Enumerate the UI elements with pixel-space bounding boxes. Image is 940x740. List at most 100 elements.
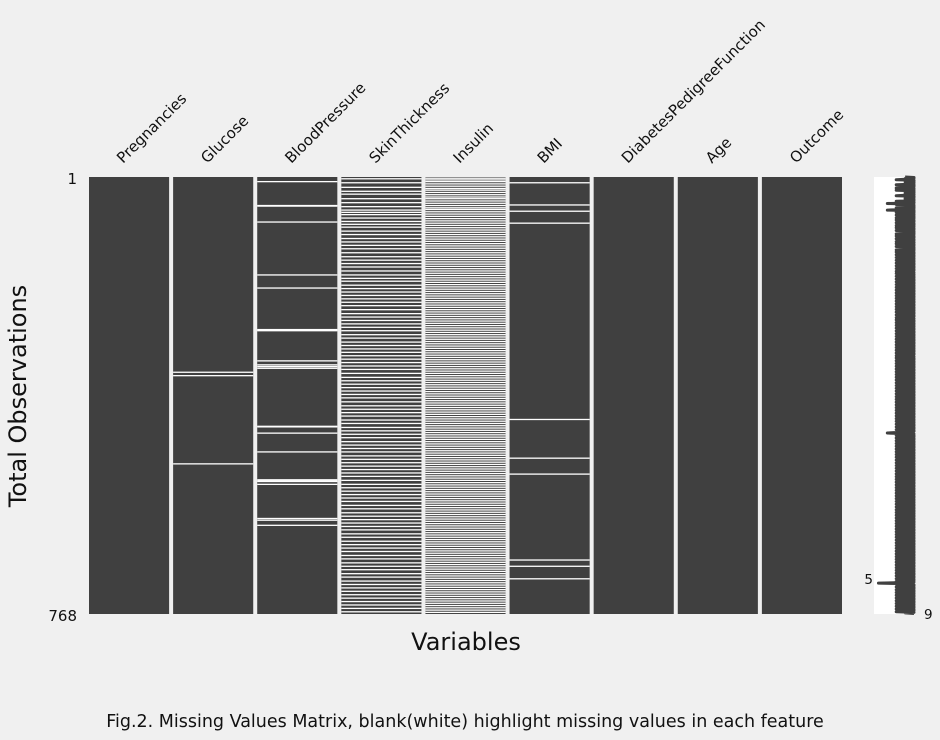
missing-cell-bloodpressure <box>257 432 338 434</box>
completeness-sparkline <box>874 175 916 615</box>
missing-cell-insulin <box>425 511 506 513</box>
missing-cell-skinthickness <box>341 241 422 243</box>
missing-cell-skinthickness <box>341 430 422 432</box>
missing-cell-insulin <box>425 518 506 520</box>
missing-cell-insulin <box>425 445 506 447</box>
missing-cell-skinthickness <box>341 583 422 586</box>
missing-cell-bloodpressure <box>257 479 338 481</box>
missing-cell-insulin <box>425 247 506 249</box>
missing-cell-skinthickness <box>341 305 422 307</box>
missing-cell-skinthickness <box>341 368 422 371</box>
missing-cell-skinthickness <box>341 472 422 474</box>
missing-cell-insulin <box>425 194 506 196</box>
missing-cell-insulin <box>425 258 506 261</box>
missing-cell-insulin <box>425 191 506 194</box>
missing-cell-insulin <box>425 409 506 411</box>
missing-cell-insulin <box>425 227 506 229</box>
missing-cell-insulin <box>425 595 506 598</box>
missing-cell-skinthickness <box>341 233 422 236</box>
missing-cell-bloodpressure <box>257 517 338 520</box>
missing-cell-insulin <box>425 418 506 420</box>
missing-cell-insulin <box>425 343 506 345</box>
missing-cell-skinthickness <box>341 226 422 228</box>
missing-cell-insulin <box>425 570 506 573</box>
missing-cell-insulin <box>425 196 506 198</box>
missing-cell-insulin <box>425 180 506 183</box>
missing-cell-skinthickness <box>341 426 422 429</box>
missing-cell-skinthickness <box>341 198 422 200</box>
missing-cell-bmi <box>509 222 590 224</box>
missing-cell-insulin <box>425 406 506 409</box>
missing-cell-insulin <box>425 477 506 479</box>
missing-cell-skinthickness <box>341 512 422 514</box>
missing-cell-skinthickness <box>341 217 422 219</box>
missing-cell-insulin <box>425 538 506 541</box>
missing-cell-skinthickness <box>341 515 422 517</box>
missing-cell-insulin <box>425 315 506 318</box>
missing-cell-insulin <box>425 504 506 507</box>
missing-cell-skinthickness <box>341 580 422 582</box>
missing-cell-insulin <box>425 513 506 516</box>
missing-cell-insulin <box>425 545 506 548</box>
missing-cell-insulin <box>425 491 506 493</box>
missing-cell-insulin <box>425 347 506 350</box>
missing-cell-insulin <box>425 354 506 356</box>
missing-cell-bmi <box>509 210 590 212</box>
column-label-pregnancies: Pregnancies <box>113 90 190 167</box>
missing-cell-skinthickness <box>341 565 422 567</box>
missing-cell-skinthickness <box>341 186 422 188</box>
missing-cell-skinthickness <box>341 244 422 247</box>
missing-cell-skinthickness <box>341 611 422 613</box>
missing-cell-insulin <box>425 277 506 279</box>
missing-cell-insulin <box>425 509 506 511</box>
missing-cell-skinthickness <box>341 569 422 571</box>
missing-cell-skinthickness <box>341 262 422 265</box>
missing-cell-insulin <box>425 541 506 543</box>
missing-cell-insulin <box>425 397 506 400</box>
missing-cell-skinthickness <box>341 223 422 225</box>
missing-cell-skinthickness <box>341 330 422 332</box>
missing-cell-skinthickness <box>341 365 422 367</box>
missing-cell-insulin <box>425 220 506 222</box>
missing-cell-skinthickness <box>341 298 422 300</box>
missing-cell-bmi <box>509 578 590 580</box>
missing-cell-insulin <box>425 297 506 299</box>
missing-cell-skinthickness <box>341 508 422 510</box>
missing-cell-insulin <box>425 611 506 614</box>
missing-cell-insulin <box>425 352 506 354</box>
missing-cell-bloodpressure <box>257 287 338 289</box>
missing-cell-insulin <box>425 575 506 577</box>
missing-cell-insulin <box>425 502 506 504</box>
missing-cell-skinthickness <box>341 550 422 553</box>
missing-cell-insulin <box>425 404 506 406</box>
missing-cell-insulin <box>425 249 506 252</box>
missing-cell-insulin <box>425 356 506 359</box>
missing-cell-insulin <box>425 361 506 363</box>
missing-cell-insulin <box>425 204 506 207</box>
missing-cell-insulin <box>425 552 506 554</box>
y-axis-label: Total Observations <box>4 285 32 508</box>
missing-cell-skinthickness <box>341 573 422 575</box>
missing-cell-insulin <box>425 534 506 536</box>
missing-cell-skinthickness <box>341 594 422 596</box>
missing-cell-insulin <box>425 522 506 525</box>
missing-cell-skinthickness <box>341 178 422 180</box>
column-pregnancies <box>89 177 170 614</box>
y-tick-label-top: 1 <box>67 170 77 188</box>
missing-cell-skinthickness <box>341 590 422 592</box>
missing-cell-insulin <box>425 495 506 497</box>
missing-cell-skinthickness <box>341 405 422 407</box>
missing-cell-skinthickness <box>341 479 422 482</box>
missing-cell-skinthickness <box>341 193 422 195</box>
missing-cell-glucose <box>173 375 254 377</box>
missing-cell-insulin <box>425 304 506 306</box>
missing-cell-insulin <box>425 588 506 591</box>
missing-cell-skinthickness <box>341 422 422 425</box>
missing-cell-skinthickness <box>341 277 422 280</box>
missing-cell-insulin <box>425 402 506 404</box>
missing-cell-skinthickness <box>341 487 422 489</box>
missing-cell-insulin <box>425 189 506 191</box>
missing-cell-insulin <box>425 375 506 377</box>
missing-cell-insulin <box>425 211 506 213</box>
missing-cell-insulin <box>425 256 506 258</box>
